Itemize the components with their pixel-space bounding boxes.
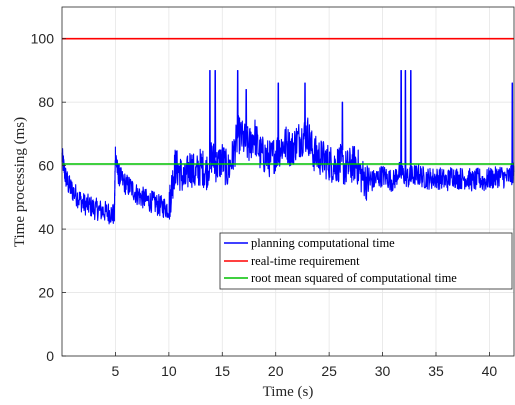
y-tick-label: 80 xyxy=(38,94,54,110)
x-tick-label: 15 xyxy=(214,363,230,379)
axis-ticks: 5 10 15 20 25 30 35 40 0 20 40 60 80 100 xyxy=(31,31,498,379)
x-tick-label: 40 xyxy=(482,363,498,379)
series-planning-line xyxy=(61,69,515,225)
x-tick-label: 20 xyxy=(268,363,284,379)
x-axis-label: Time (s) xyxy=(263,384,314,400)
legend-label-rms: root mean squared of computational time xyxy=(251,271,457,285)
y-tick-label: 0 xyxy=(46,348,54,364)
legend-label-realtime: real-time requirement xyxy=(251,254,360,268)
legend: planning computational time real-time re… xyxy=(219,232,513,290)
x-tick-label: 25 xyxy=(321,363,337,379)
y-tick-label: 20 xyxy=(38,285,54,301)
y-tick-label: 60 xyxy=(38,158,54,174)
x-tick-label: 35 xyxy=(428,363,444,379)
y-axis-label: Time processing (ms) xyxy=(12,117,28,247)
y-tick-label: 100 xyxy=(31,31,55,47)
x-tick-label: 10 xyxy=(161,363,177,379)
y-tick-label: 40 xyxy=(38,221,54,237)
x-tick-label: 30 xyxy=(375,363,391,379)
series-layer xyxy=(61,37,515,225)
legend-label-planning: planning computational time xyxy=(251,236,395,250)
legend-box xyxy=(219,232,513,290)
x-tick-label: 5 xyxy=(112,363,120,379)
plot-frame xyxy=(61,6,515,357)
